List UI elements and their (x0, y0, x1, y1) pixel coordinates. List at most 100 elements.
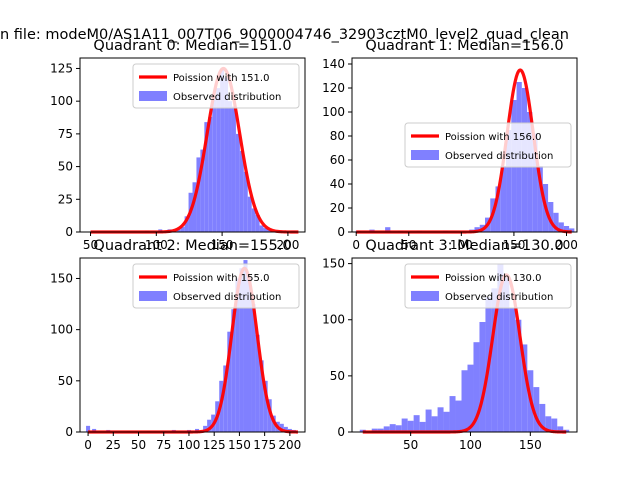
histogram-bar (243, 171, 248, 232)
y-tick-label: 25 (58, 192, 73, 206)
y-tick-label: 80 (330, 129, 345, 143)
histogram-bar (389, 424, 396, 432)
x-tick-label: 200 (276, 238, 299, 252)
histogram-bar (251, 208, 256, 232)
x-tick-label: 150 (519, 438, 542, 452)
histogram-bar (227, 331, 232, 432)
quadrant-1-title: Quadrant 1: Median=156.0 (365, 38, 563, 54)
x-tick-label: 200 (278, 438, 301, 452)
quadrant-1-panel: Quadrant 1: Median=156.0 0 50 100 150 200 0 20 4… (322, 38, 578, 252)
histogram-bar (521, 344, 528, 432)
y-tick-label: 120 (322, 81, 345, 95)
histogram-bar (407, 420, 414, 432)
histogram-bar (207, 419, 212, 432)
y-tick-label: 100 (322, 313, 345, 327)
x-tick-label: 50 (401, 238, 416, 252)
y-tick-label: 150 (50, 271, 73, 285)
histogram-bar (231, 309, 236, 432)
histogram-bar (255, 214, 260, 232)
legend-label-observed: Observed distribution (173, 92, 281, 103)
y-tick-label: 0 (337, 225, 345, 239)
quadrant-2-title: Quadrant 2: Median=155.0 (93, 238, 291, 254)
histogram-bar (371, 428, 378, 432)
legend: Poission with 130.0 Observed distribution (404, 263, 572, 309)
histogram-bar (263, 380, 268, 432)
y-tick-label: 60 (330, 153, 345, 167)
x-tick-label: 25 (106, 438, 121, 452)
histogram-bar (239, 268, 244, 432)
histogram-bar (537, 166, 543, 232)
histogram-bar (192, 182, 197, 232)
histogram-bar (239, 150, 244, 232)
legend-label-observed: Observed distribution (173, 292, 281, 303)
histogram-bar (449, 396, 456, 432)
x-tick-label: 150 (502, 238, 525, 252)
histogram-bar (176, 229, 181, 232)
x-tick-label: 0 (84, 438, 92, 452)
x-tick-label: 100 (178, 438, 201, 452)
histogram-bar (283, 426, 288, 432)
x-tick-label: 75 (156, 438, 171, 452)
x-tick-label: 100 (459, 438, 482, 452)
legend-label-poisson: Poission with 151.0 (173, 73, 269, 84)
histogram-bar (243, 260, 248, 432)
legend: Poission with 155.0 Observed distribution (132, 263, 300, 309)
histogram-bar (553, 212, 559, 232)
histogram-bar (569, 228, 575, 232)
histogram-bar (443, 411, 450, 432)
histogram-bar (203, 425, 208, 432)
histogram-bar (395, 425, 402, 432)
histogram-bar (86, 425, 91, 432)
x-tick-label: 125 (203, 438, 226, 452)
legend-box (132, 263, 300, 309)
histogram-bar (479, 321, 486, 432)
histogram-bar (259, 225, 264, 232)
histogram-bar (527, 112, 533, 232)
histogram-bar (401, 418, 408, 432)
legend-hist-swatch (139, 291, 167, 301)
histogram-bar (259, 360, 264, 432)
histogram-bar (413, 415, 420, 432)
quadrant-0-panel: Quadrant 0: Median=151.0 50 100 150 200 0 25 50… (50, 38, 306, 252)
histogram-bar (500, 166, 507, 232)
y-tick-label: 150 (322, 257, 345, 271)
legend: Poission with 156.0 Observed distribution (404, 122, 572, 168)
legend-hist-swatch (411, 291, 439, 301)
x-tick-label: 0 (352, 238, 360, 252)
histogram-bar (184, 216, 189, 232)
legend-label-poisson: Poission with 130.0 (445, 273, 541, 284)
histogram-bar (231, 106, 236, 232)
y-tick-label: 75 (58, 127, 73, 141)
axes-frame (79, 257, 306, 433)
y-tick-label: 100 (322, 105, 345, 119)
histogram-bar (279, 423, 284, 432)
histogram-bar (557, 426, 564, 432)
histogram-bar (263, 228, 268, 232)
histogram-bar (539, 403, 546, 432)
histogram-bar (385, 227, 391, 232)
histogram-bar (545, 416, 552, 432)
legend-box (404, 122, 572, 168)
histogram-bar (180, 226, 185, 232)
y-tick-label: 40 (330, 177, 345, 191)
y-tick-label: 100 (50, 323, 73, 337)
y-tick-label: 0 (337, 425, 345, 439)
axes-frame (351, 57, 578, 233)
histogram-bar (267, 399, 272, 432)
y-tick-label: 20 (330, 201, 345, 215)
histogram-bar (473, 342, 480, 432)
legend-label-poisson: Poission with 155.0 (173, 273, 269, 284)
y-tick-label: 50 (58, 160, 73, 174)
histogram-bar (497, 263, 504, 432)
legend-box (404, 263, 572, 309)
y-tick-label: 0 (65, 225, 73, 239)
x-tick-label: 100 (145, 238, 168, 252)
quadrant-0-title: Quadrant 0: Median=151.0 (93, 38, 291, 54)
histogram-bar (383, 426, 390, 432)
histogram-bar (425, 409, 432, 432)
histogram-bar (204, 122, 209, 232)
y-tick-label: 125 (50, 61, 73, 75)
histogram-bar (503, 277, 510, 432)
histogram-bar (491, 288, 498, 432)
